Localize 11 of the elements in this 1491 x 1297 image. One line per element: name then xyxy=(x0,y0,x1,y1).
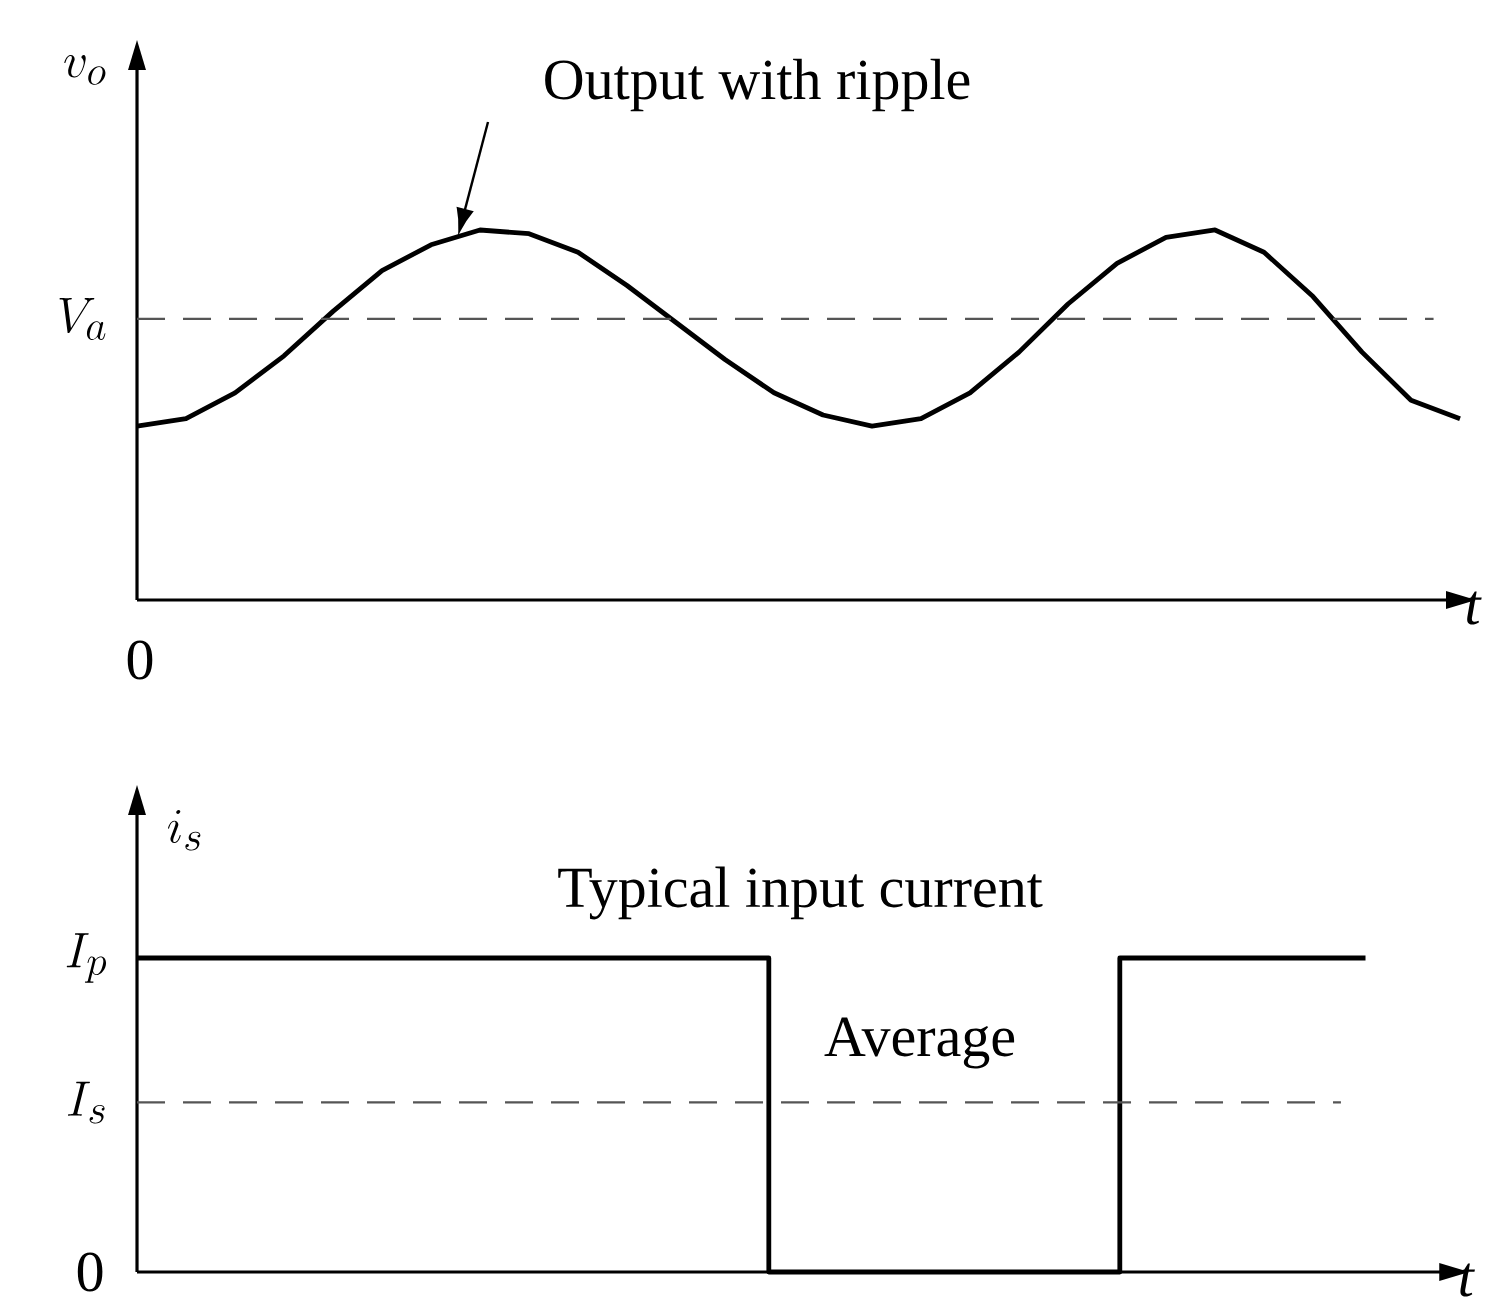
text: 0 xyxy=(77,1252,103,1292)
y-axis-title: $i_s$ xyxy=(167,809,201,851)
text: Output with ripple xyxy=(545,58,970,112)
text: Typical input current xyxy=(558,866,1043,920)
y-axis-title: $v_o$ xyxy=(64,55,106,85)
x-axis-title: t xyxy=(1460,1263,1475,1297)
text: $I_p$ xyxy=(66,933,107,983)
ref-line-label: $I_s$ xyxy=(68,1081,105,1124)
annotation: Average xyxy=(824,1017,1015,1069)
ref-line-label: $V_a$ xyxy=(59,298,106,340)
text: 0 xyxy=(127,640,153,680)
